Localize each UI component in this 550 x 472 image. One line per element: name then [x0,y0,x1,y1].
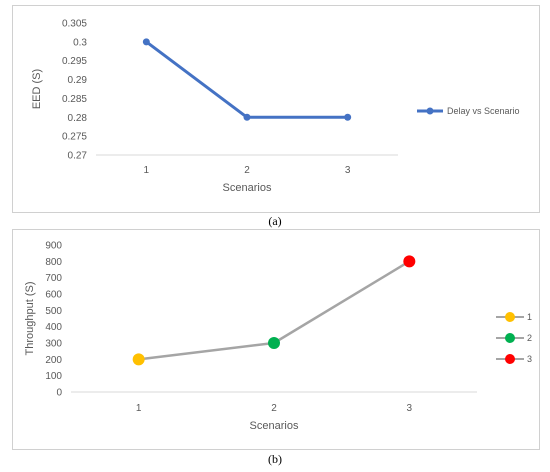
y-tick-label: 0.295 [62,56,87,67]
legend-label: Delay vs Scenario [447,106,520,116]
x-tick-label: 1 [136,403,142,414]
x-tick-label: 2 [271,403,277,414]
y-tick-label: 500 [45,306,62,317]
legend-marker [505,333,515,343]
y-tick-label: 900 [45,241,62,252]
x-tick-label: 1 [144,165,150,176]
x-axis-title: Scenarios [250,420,299,432]
y-tick-label: 0.305 [62,19,87,30]
chart-panel-a: 0.305 0.3 0.295 0.29 0.285 0.28 0.275 0.27 1 2 3 Sc… [12,5,540,213]
data-point [142,38,150,46]
y-tick-label: 0.29 [68,75,88,86]
x-tick-label: 3 [345,165,351,176]
y-tick-label: 0 [56,388,62,399]
y-tick-label: 100 [45,371,62,382]
y-tick-label: 0.275 [62,132,87,143]
legend-marker [505,312,515,322]
chart-a-svg: 0.305 0.3 0.295 0.29 0.285 0.28 0.275 0.27 1 2 3 Sc… [31,19,520,195]
data-point [344,113,352,121]
y-tick-label: 600 [45,290,62,301]
chart-b-svg: 900 800 700 600 500 400 300 200 100 0 1 2 3 Scenarios… [24,241,532,433]
data-point [243,113,251,121]
caption-b: (b) [268,452,282,466]
x-tick-label: 2 [244,165,250,176]
legend-marker [426,107,434,115]
series-line-delay [145,40,348,119]
data-point [403,255,416,268]
legend-label: 1 [527,312,532,322]
data-point [132,353,145,366]
y-tick-label: 700 [45,273,62,284]
legend-label: 2 [527,333,532,343]
y-tick-label: 200 [45,355,62,366]
x-axis-title: Scenarios [223,182,272,194]
y-tick-label: 300 [45,339,62,350]
y-axis-title: Throughput (S) [24,282,36,356]
y-tick-label: 400 [45,322,62,333]
chart-panel-b: 900 800 700 600 500 400 300 200 100 0 1 2 3 Scenarios… [12,229,540,450]
y-tick-label: 0.27 [68,151,88,162]
legend-marker [505,354,515,364]
legend-label: 3 [527,354,532,364]
x-tick-label: 3 [407,403,413,414]
y-tick-label: 0.285 [62,94,87,105]
caption-a: (a) [268,214,282,228]
data-point [268,337,280,349]
y-axis-title: EED (S) [31,69,43,109]
y-tick-label: 800 [45,257,62,268]
y-tick-label: 0.3 [73,37,87,48]
y-tick-label: 0.28 [68,113,88,124]
